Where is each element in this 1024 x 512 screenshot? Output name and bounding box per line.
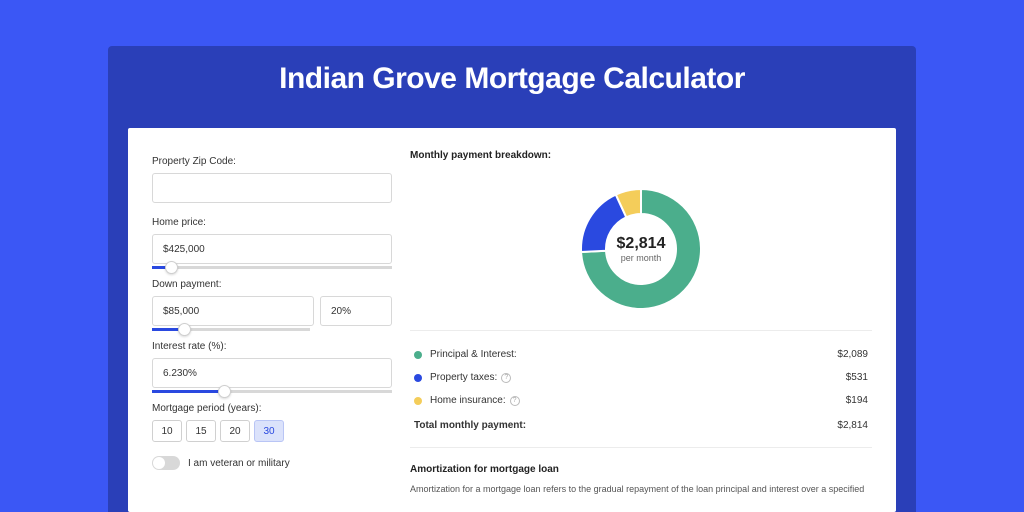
info-icon[interactable]: ? [501,373,511,383]
home-price-label: Home price: [152,217,392,228]
breakdown-label: Home insurance:? [430,395,846,406]
legend-dot [414,397,422,405]
slider-thumb[interactable] [178,323,191,336]
donut-chart-container: $2,814 per month [410,167,872,331]
legend-dot [414,374,422,382]
period-option-10[interactable]: 10 [152,420,182,442]
down-payment-percent-input[interactable] [320,296,392,326]
period-option-15[interactable]: 15 [186,420,216,442]
zip-input[interactable] [152,173,392,203]
down-payment-label: Down payment: [152,279,392,290]
breakdown-label: Property taxes:? [430,372,846,383]
breakdown-title: Monthly payment breakdown: [410,150,872,161]
breakdown-list: Principal & Interest:$2,089Property taxe… [410,331,872,448]
breakdown-row: Home insurance:?$194 [410,389,872,412]
breakdown-value: $194 [846,395,868,406]
period-options: 10152030 [152,420,392,442]
breakdown-value: $531 [846,372,868,383]
interest-rate-label: Interest rate (%): [152,341,392,352]
veteran-label: I am veteran or military [188,458,290,469]
amortization-title: Amortization for mortgage loan [410,464,872,475]
breakdown-column: Monthly payment breakdown: $2,814 per mo… [410,150,872,496]
home-price-slider[interactable] [152,266,392,269]
down-payment-amount-input[interactable] [152,296,314,326]
period-option-30[interactable]: 30 [254,420,284,442]
veteran-toggle[interactable] [152,456,180,470]
period-option-20[interactable]: 20 [220,420,250,442]
slider-thumb[interactable] [218,385,231,398]
legend-dot [414,351,422,359]
interest-rate-slider[interactable] [152,390,392,393]
amortization-text: Amortization for a mortgage loan refers … [410,483,872,496]
breakdown-value: $2,089 [837,349,868,360]
donut-center: $2,814 per month [617,235,666,263]
home-price-input[interactable] [152,234,392,264]
calculator-card: Property Zip Code: Home price: Down paym… [128,128,896,512]
total-label: Total monthly payment: [414,420,837,431]
breakdown-label: Principal & Interest: [430,349,837,360]
donut-sub: per month [617,253,666,263]
form-column: Property Zip Code: Home price: Down paym… [152,156,392,470]
toggle-knob [153,457,165,469]
period-label: Mortgage period (years): [152,403,392,414]
page-title: Indian Grove Mortgage Calculator [0,62,1024,96]
down-payment-slider[interactable] [152,328,310,331]
amortization-section: Amortization for mortgage loan Amortizat… [410,464,872,496]
donut-amount: $2,814 [617,235,666,253]
breakdown-row: Principal & Interest:$2,089 [410,343,872,366]
zip-label: Property Zip Code: [152,156,392,167]
total-value: $2,814 [837,420,868,431]
breakdown-row: Property taxes:?$531 [410,366,872,389]
info-icon[interactable]: ? [510,396,520,406]
breakdown-total-row: Total monthly payment:$2,814 [410,414,872,437]
interest-rate-input[interactable] [152,358,392,388]
